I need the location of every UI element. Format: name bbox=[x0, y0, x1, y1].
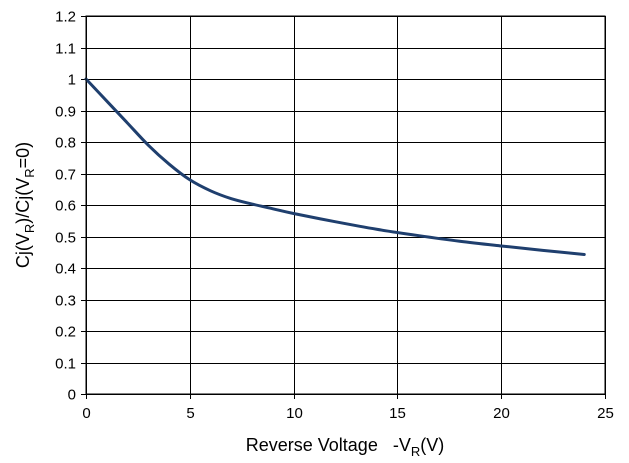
y-tick-label: 0.9 bbox=[55, 104, 76, 121]
grid bbox=[81, 16, 606, 399]
y-tick-label: 0.7 bbox=[55, 167, 76, 184]
series-layer bbox=[84, 77, 586, 256]
y-tick-label: 0.3 bbox=[55, 293, 76, 310]
x-tick-label: 10 bbox=[286, 405, 303, 422]
y-title-text: =0) bbox=[13, 142, 33, 169]
plot-area-border bbox=[85, 15, 606, 395]
y-tick-label: 0 bbox=[68, 387, 76, 404]
y-tick-label: 1 bbox=[68, 72, 76, 89]
y-axis-title: Cj(VR)/Cj(VR=0) bbox=[13, 142, 37, 268]
y-tick-label: 1.2 bbox=[55, 9, 76, 26]
x-tick-label: 0 bbox=[82, 405, 90, 422]
y-title-text: Cj(V bbox=[13, 233, 33, 268]
x-tick-label: 15 bbox=[389, 405, 406, 422]
y-title-text: )/Cj(V bbox=[13, 178, 33, 224]
x-tick-label: 5 bbox=[186, 405, 194, 422]
y-tick-label: 0.2 bbox=[55, 324, 76, 341]
y-axis-ticks: 0 0.1 0.2 0.3 0.4 0.5 0.6 0.7 0.8 0.9 1 1.1 1.2 bbox=[55, 9, 76, 404]
y-tick-label: 1.1 bbox=[55, 41, 76, 58]
y-title-subscript: R bbox=[22, 168, 37, 177]
y-tick-label: 0.6 bbox=[55, 198, 76, 215]
x-tick-label: 20 bbox=[493, 405, 510, 422]
series-line bbox=[84, 77, 586, 256]
y-tick-label: 0.5 bbox=[55, 230, 76, 247]
x-axis-title: Reverse Voltage -VR(V) bbox=[246, 435, 444, 459]
y-tick-label: 0.8 bbox=[55, 135, 76, 152]
y-title-subscript: R bbox=[22, 224, 37, 233]
x-tick-label: 25 bbox=[597, 405, 614, 422]
x-axis-ticks: 0 5 10 15 20 25 bbox=[82, 405, 614, 422]
y-tick-label: 0.4 bbox=[55, 261, 76, 278]
y-tick-label: 0.1 bbox=[55, 356, 76, 373]
